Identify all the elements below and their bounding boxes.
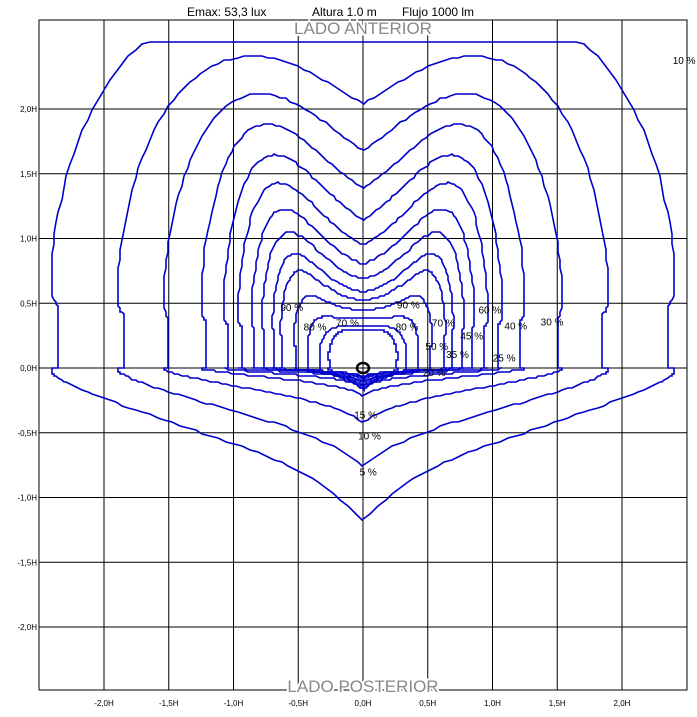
- contour-label: 80 %: [304, 323, 327, 334]
- altura-label: Altura 1.0 m: [312, 5, 377, 19]
- y-tick-label: 1,0H: [20, 235, 37, 244]
- flujo-label: Flujo 1000 lm: [402, 5, 475, 19]
- contour-label: 10 %: [673, 56, 696, 67]
- y-tick-label: 0,0H: [20, 364, 37, 373]
- rear-side-label: LADO POSTERIOR: [287, 677, 438, 696]
- y-tick-label: -0,5H: [17, 429, 37, 438]
- contour-line-35: [251, 209, 475, 379]
- y-tick-label: -2,0H: [17, 623, 37, 632]
- x-tick-label: 2,0H: [614, 699, 631, 708]
- emax-label: Emax: 53,3 lux: [187, 5, 267, 19]
- luminaire-icon: [355, 361, 371, 375]
- side-labels: LADO ANTERIOR LADO POSTERIOR: [285, 17, 440, 698]
- front-side-label: LADO ANTERIOR: [294, 19, 432, 38]
- contour-line-15: [163, 93, 563, 423]
- contour-label: 10 %: [358, 431, 381, 442]
- contour-label: 5 %: [360, 468, 377, 479]
- contour-labels: 90 % 90 %80 % 70 % 80 % 70 %60 %40 % 30 %45 %…: [280, 56, 695, 479]
- contour-line-5: [51, 41, 675, 522]
- contour-label: 25 %: [493, 354, 516, 365]
- x-tick-label: -0,5H: [288, 699, 308, 708]
- x-tick-label: 1,5H: [549, 699, 566, 708]
- contour-label: 15 %: [354, 411, 377, 422]
- contour-label: 70 %: [432, 319, 455, 330]
- contour-line-10: [117, 55, 609, 468]
- contour-label: 90 %: [397, 301, 420, 312]
- x-tick-label: -1,0H: [224, 699, 244, 708]
- tick-labels: -2,0H -1,5H -1,0H -0,5H 0,0H 0,5H 1,0H 1,5H 2,0H…: [17, 105, 630, 708]
- contour-label: 20 %: [423, 368, 446, 379]
- x-tick-label: 1,0H: [484, 699, 501, 708]
- contour-label: 90 %: [280, 303, 303, 314]
- y-tick-label: 0,5H: [20, 299, 37, 308]
- contour-label: 35 %: [446, 350, 469, 361]
- contour-line-70: [307, 315, 419, 388]
- contour-label: 40 %: [504, 321, 527, 332]
- contour-lines: [51, 41, 675, 522]
- grid: [39, 20, 687, 690]
- contour-label: 50 %: [425, 342, 448, 353]
- y-tick-label: 1,5H: [20, 170, 37, 179]
- contour-line-20: [201, 123, 525, 397]
- contour-line-30: [237, 181, 489, 381]
- y-tick-label: -1,0H: [17, 494, 37, 503]
- contour-label: 45 %: [460, 332, 483, 343]
- chart-header: Emax: 53,3 lux Altura 1.0 m Flujo 1000 l…: [0, 2, 697, 22]
- x-tick-label: -2,0H: [94, 699, 114, 708]
- x-tick-label: 0,5H: [419, 699, 436, 708]
- contour-label: 60 %: [479, 306, 502, 317]
- x-tick-label: -1,5H: [159, 699, 179, 708]
- contour-label: 80 %: [396, 323, 419, 334]
- contour-label: 30 %: [541, 317, 564, 328]
- x-tick-label: 0,0H: [355, 699, 372, 708]
- contour-label: 70 %: [336, 319, 359, 330]
- y-tick-label: 2,0H: [20, 105, 37, 114]
- y-tick-label: -1,5H: [17, 558, 37, 567]
- contour-line-25: [223, 153, 503, 387]
- luminaire-marker: [355, 361, 371, 375]
